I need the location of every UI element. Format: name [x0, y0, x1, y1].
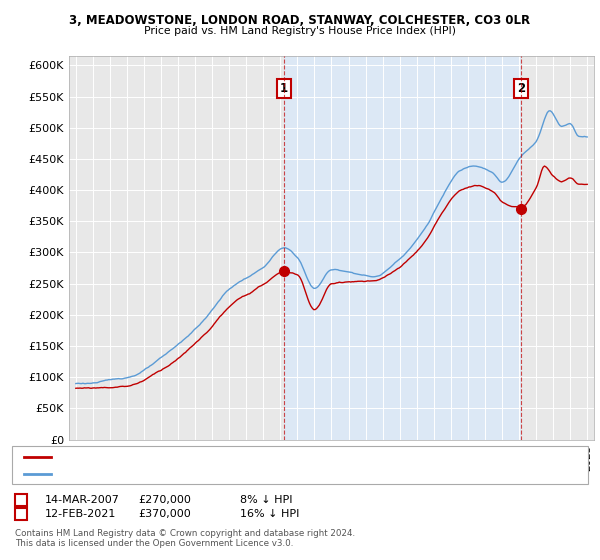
Text: 12-FEB-2021: 12-FEB-2021	[45, 509, 116, 519]
Text: 3, MEADOWSTONE, LONDON ROAD, STANWAY, COLCHESTER, CO3 0LR: 3, MEADOWSTONE, LONDON ROAD, STANWAY, CO…	[70, 14, 530, 27]
Text: HPI: Average price, detached house, Colchester: HPI: Average price, detached house, Colc…	[57, 469, 290, 479]
Text: Price paid vs. HM Land Registry's House Price Index (HPI): Price paid vs. HM Land Registry's House …	[144, 26, 456, 36]
Text: £270,000: £270,000	[138, 495, 191, 505]
Text: 14-MAR-2007: 14-MAR-2007	[45, 495, 120, 505]
Text: 3, MEADOWSTONE, LONDON ROAD, STANWAY, COLCHESTER, CO3 0LR (detached house: 3, MEADOWSTONE, LONDON ROAD, STANWAY, CO…	[57, 452, 487, 462]
Text: £370,000: £370,000	[138, 509, 191, 519]
Text: 2: 2	[17, 509, 25, 519]
Text: 1: 1	[17, 495, 25, 505]
Text: 8% ↓ HPI: 8% ↓ HPI	[240, 495, 293, 505]
Text: 1: 1	[280, 82, 288, 95]
Text: Contains HM Land Registry data © Crown copyright and database right 2024.
This d: Contains HM Land Registry data © Crown c…	[15, 529, 355, 548]
Bar	[284, 56, 521, 440]
Text: 2: 2	[517, 82, 525, 95]
Text: 16% ↓ HPI: 16% ↓ HPI	[240, 509, 299, 519]
